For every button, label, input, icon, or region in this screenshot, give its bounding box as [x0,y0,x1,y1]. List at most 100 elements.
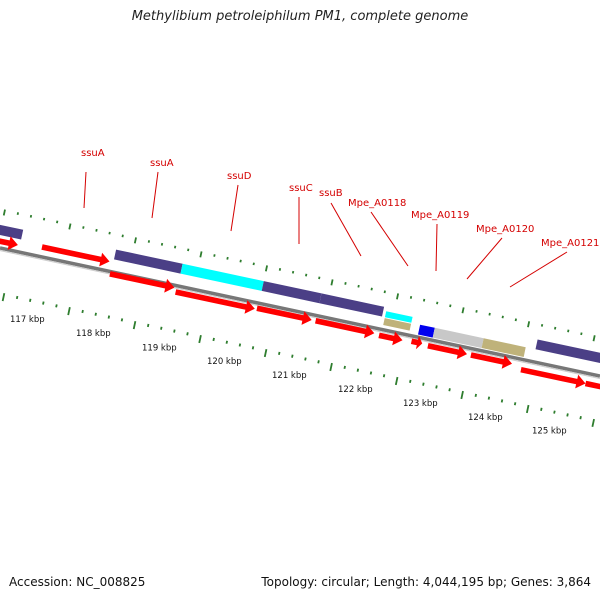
cds-arrow [584,380,600,390]
gene-label: ssuD [227,171,252,182]
lower-tick [67,307,71,316]
lower-tick [107,315,111,319]
gene-label: ssuC [289,183,313,194]
cds-arrow [378,331,403,346]
upper-tick [108,231,111,235]
upper-tick [436,301,439,305]
upper-tick [173,245,177,249]
genome-backbone-shadow [0,249,600,380]
gene-label: Mpe_A0119 [411,210,469,221]
lower-tick [382,374,386,378]
lower-tick [198,334,202,344]
lower-tick [579,416,582,420]
upper-tick [82,226,85,229]
lower-tick [278,351,281,356]
kbp-label: 118 kbp [76,329,111,339]
lower-tick [29,298,32,302]
upper-tick [226,256,229,260]
upper-tick [56,220,59,224]
genome-stats-label: Topology: circular; Length: 4,044,195 bp… [261,575,591,589]
upper-tick [514,318,517,322]
lower-tick [81,309,84,314]
lower-tick [540,407,543,411]
lower-tick [173,329,176,333]
lower-tick [186,332,189,336]
lower-tick [394,376,399,386]
cds-arrow [256,305,312,325]
lower-tick [238,343,242,347]
gene-bar-next [535,339,600,364]
lower-tick [304,357,307,361]
gene-label-leader [435,223,438,272]
map-title: Methylibium petroleiphilum PM1, complete… [131,9,469,24]
lower-tick [329,362,333,372]
lower-tick [15,295,19,300]
gene-bar [0,224,24,240]
upper-tick [213,254,216,257]
lower-tick [566,413,569,417]
cds-arrow [175,289,255,314]
gene-label: Mpe_A0121 [541,238,599,249]
upper-tick [554,326,557,330]
cds-arrow [109,271,175,293]
gene-bar-Mpe_A0119 [418,324,435,338]
lower-tick [356,368,360,372]
upper-tick [501,315,504,319]
upper-tick [160,242,164,246]
upper-tick [344,282,347,285]
cds-arrow [41,244,110,267]
genome-backbone [0,246,600,378]
gene-label: Mpe_A0120 [476,224,534,235]
gene-bar-ssuA [114,249,183,274]
gene-label-leader [466,237,503,280]
upper-tick [147,240,151,243]
upper-tick [305,273,308,277]
lower-tick [291,354,294,358]
gene-label-leader [370,211,409,267]
lower-tick [553,410,556,414]
kbp-label: 123 kbp [403,399,438,409]
upper-tick [252,262,255,266]
kbp-label: 124 kbp [468,413,503,423]
cds-arrow [410,335,423,350]
gene-bar-ssuD [180,263,264,291]
lower-tick [474,393,477,397]
kbp-label: 122 kbp [338,385,373,395]
upper-tick [291,270,295,274]
cds-arrow [470,352,512,369]
kbp-label: 120 kbp [207,357,242,367]
lower-tick [513,402,517,406]
gene-label: Mpe_A0118 [348,198,406,209]
lower-tick [263,348,268,358]
upper-tick [264,265,268,272]
kbp-label: 121 kbp [272,371,307,381]
accession-label: Accession: NC_008825 [9,575,146,589]
gene-bar-Mpe_A0118-lower [383,318,412,331]
upper-tick [318,276,321,280]
lower-tick [591,418,595,428]
upper-tick [567,329,570,333]
upper-tick [409,296,413,299]
upper-tick [187,248,190,252]
upper-tick [540,323,544,327]
upper-tick [121,234,124,238]
lower-tick [146,323,150,328]
gene-bar-ssuC [261,281,322,304]
upper-tick [330,279,334,286]
cds-arrow [315,318,375,339]
upper-tick [449,304,452,308]
upper-tick [357,284,360,288]
upper-tick [475,309,478,313]
gene-label: ssuB [319,188,343,199]
kbp-label: 119 kbp [142,343,177,353]
upper-tick [580,332,583,336]
gene-label-leader [83,171,87,209]
upper-tick [95,228,98,232]
upper-tick [68,223,72,230]
upper-tick [2,209,6,216]
gene-label: ssuA [150,158,174,169]
lower-tick [422,382,425,386]
kbp-label: 117 kbp [10,315,45,325]
lower-tick [317,360,320,364]
